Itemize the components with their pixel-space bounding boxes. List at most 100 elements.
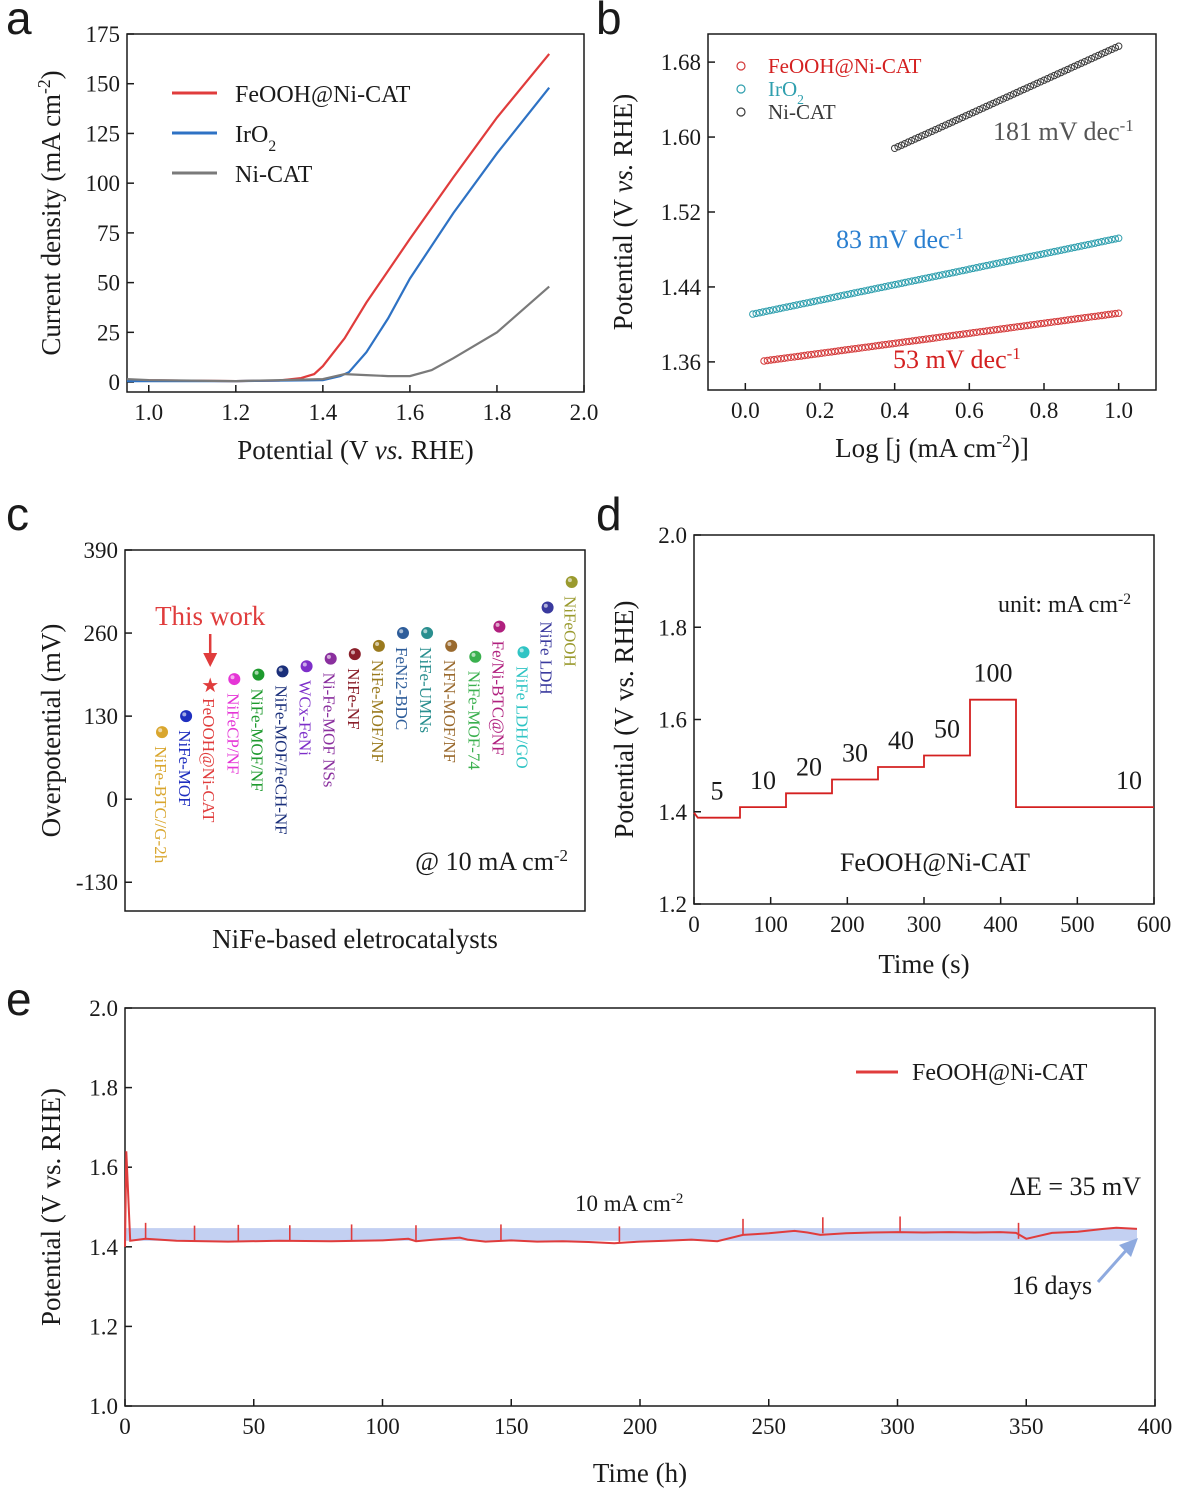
data-point-Ni-CAT <box>1111 44 1120 52</box>
point-label-WCx-FeNi: WCx-FeNi <box>296 680 315 756</box>
current-annotation-e-part: -2 <box>671 1191 683 1207</box>
x-tick-label-e: 100 <box>365 1414 400 1439</box>
point-label-FeOOH@Ni-CAT: FeOOH@Ni-CAT <box>199 698 218 823</box>
data-point-IrO2 <box>762 307 771 315</box>
tafel-slope-label-FeOOH@Ni-CAT: 53 mV dec-1 <box>893 344 1021 375</box>
data-point-FeOOH@Ni-CAT <box>851 345 859 353</box>
data-point-highlight <box>182 712 187 717</box>
legend-marker-IrO2 <box>736 84 746 94</box>
x-tick-label-d: 400 <box>983 912 1018 937</box>
data-point-IrO2 <box>1087 240 1096 248</box>
data-point-IrO2 <box>1108 235 1116 244</box>
data-point-highlight <box>471 652 476 657</box>
data-point-NiFe-MOF/NF <box>252 668 265 681</box>
data-point-IrO2 <box>1111 235 1120 243</box>
data-point-IrO2 <box>860 287 869 295</box>
data-point-IrO2 <box>803 299 811 307</box>
data-point-IrO2 <box>823 295 831 303</box>
data-point-FeOOH@Ni-CAT <box>1077 314 1086 322</box>
point-label-NiFe-MOF/NF: NiFe-MOF/NF <box>247 689 266 792</box>
data-point-FeOOH@Ni-CAT <box>844 345 853 354</box>
data-point-IrO2 <box>772 305 781 313</box>
x-axis-label-b-part: Log [j (mA cm <box>835 433 996 463</box>
legend-label-IrO2: IrO2 <box>768 77 804 107</box>
data-point-IrO2 <box>935 271 943 280</box>
panel-label-b: b <box>596 0 622 44</box>
star-marker-this-work: ★ <box>201 675 219 697</box>
data-point-Ni-CAT <box>1053 70 1062 78</box>
panel-label-d: d <box>596 488 622 540</box>
data-point-NiFeCP/NF <box>228 673 241 686</box>
stability-line <box>124 1151 1138 1247</box>
data-point-Ni-CAT <box>911 135 919 143</box>
data-point-IrO2 <box>1074 243 1082 251</box>
data-point-FeOOH@Ni-CAT <box>1017 322 1025 331</box>
data-point-Ni-CAT <box>907 136 916 145</box>
point-label-NiFe LDH/GO: NiFe LDH/GO <box>513 666 532 768</box>
data-point-Ni-CAT <box>894 143 902 151</box>
y-tick-label-e: 1.6 <box>89 1155 118 1180</box>
data-point-IrO2 <box>1047 248 1055 257</box>
data-point-FeOOH@Ni-CAT <box>783 354 792 362</box>
data-point-IrO2 <box>996 259 1004 267</box>
data-point-Ni-CAT <box>975 105 984 114</box>
data-point-IrO2 <box>898 279 906 287</box>
legend-label-IrO2-part: 2 <box>797 92 804 107</box>
data-point-FeOOH@Ni-CAT <box>969 329 978 337</box>
data-point-IrO2 <box>932 272 940 280</box>
x-tick-label-e: 0 <box>119 1414 131 1439</box>
x-axis-label-b-part: -2 <box>996 431 1011 451</box>
point-label-NiFe-UMNs: NiFe-UMNs <box>416 647 435 733</box>
condition-annotation-c-part: @ 10 mA cm <box>415 847 554 876</box>
data-point-FeOOH@Ni-CAT <box>1115 309 1123 317</box>
data-point-IrO2 <box>1037 250 1045 259</box>
data-point-FeOOH@Ni-CAT <box>1087 313 1096 321</box>
data-point-IrO2 <box>1115 234 1123 242</box>
x-tick-label-b: 0.6 <box>955 398 984 423</box>
data-point-FeOOH@Ni-CAT <box>881 340 890 349</box>
tafel-slope-label-Ni-CAT: 181 mV dec-1 <box>993 116 1134 147</box>
y-tick-label-b: 1.36 <box>661 350 701 375</box>
data-point-IrO2 <box>1033 251 1042 259</box>
data-point-highlight <box>399 629 404 634</box>
data-point-Ni-CAT <box>1087 54 1096 63</box>
data-point-FeOOH@Ni-CAT <box>1091 312 1099 321</box>
data-point-highlight <box>326 654 331 659</box>
y-axis-label-c: Overpotential (mV) <box>36 624 66 838</box>
data-point-Ni-CAT <box>1081 58 1089 66</box>
y-axis-label-a: Current density (mA cm-2) <box>34 70 66 355</box>
data-point-Ni-CAT <box>1070 62 1079 71</box>
tafel-slope-label-IrO2: 83 mV dec-1 <box>836 224 964 255</box>
step-current-label: 5 <box>711 777 724 806</box>
data-point-Ni-CAT <box>938 122 946 131</box>
data-point-IrO2 <box>1016 254 1025 263</box>
legend-label-FeOOH@Ni-CAT: FeOOH@Ni-CAT <box>768 54 922 78</box>
data-point-FeOOH@Ni-CAT <box>1027 321 1035 329</box>
data-point-highlight <box>158 728 163 733</box>
data-point-Ni-CAT <box>986 101 994 109</box>
data-point-Ni-CAT <box>1057 68 1065 77</box>
data-point-IrO2 <box>1081 241 1089 250</box>
tafel-slope-label-Ni-CAT-part: 181 mV dec <box>993 117 1120 146</box>
data-point-IrO2 <box>915 276 923 284</box>
data-point-FeOOH@Ni-CAT <box>817 349 826 357</box>
data-point-FeOOH@Ni-CAT <box>952 331 961 339</box>
data-point-IrO2 <box>928 273 936 281</box>
data-point-Ni-CAT <box>904 138 912 146</box>
data-point-FeOOH@Ni-CAT <box>804 351 812 359</box>
data-point-FeOOH@Ni-CAT <box>942 332 951 341</box>
data-point-FeOOH@Ni-CAT <box>922 335 930 343</box>
legend-label-IrO2-part: IrO <box>235 122 268 148</box>
x-tick-label-a: 1.0 <box>134 400 163 425</box>
data-point-FeOOH@Ni-CAT <box>865 343 873 351</box>
data-point-NiFeOOH <box>565 575 578 588</box>
data-point-Ni-CAT <box>928 127 936 136</box>
data-point-IrO2 <box>894 280 903 288</box>
data-point-Ni-CAT <box>1074 60 1082 69</box>
data-point-IrO2 <box>847 290 855 298</box>
x-tick-label-e: 50 <box>242 1414 265 1439</box>
data-point-IrO2 <box>810 297 818 306</box>
data-point-IrO2 <box>908 277 916 285</box>
data-point-FeOOH@Ni-CAT <box>1057 317 1065 325</box>
data-point-IrO2 <box>779 304 787 312</box>
